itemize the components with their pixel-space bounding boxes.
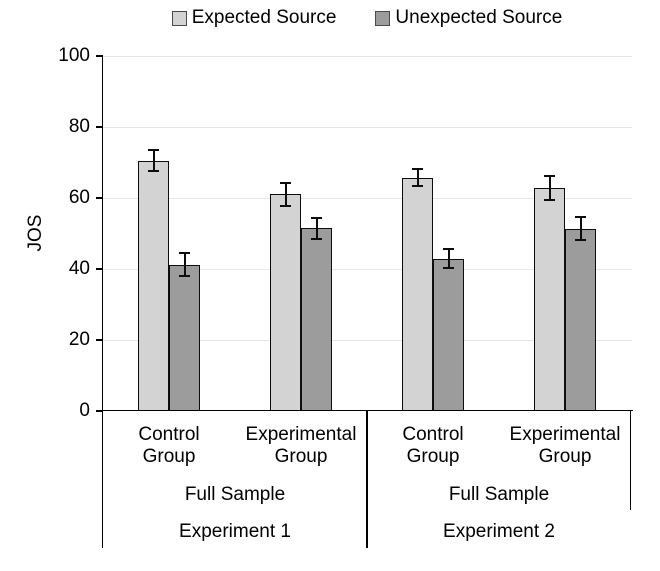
x-axis-line bbox=[101, 409, 633, 411]
bar-expected-source bbox=[138, 160, 169, 411]
error-bar-top-cap bbox=[412, 168, 423, 171]
y-tick-mark bbox=[96, 339, 103, 341]
bar-expected-source bbox=[402, 177, 433, 411]
y-tick-mark bbox=[96, 55, 103, 57]
legend-item: Expected Source bbox=[171, 7, 337, 28]
y-tick-label: 100 bbox=[58, 45, 90, 66]
gridline bbox=[103, 268, 632, 270]
bar-unexpected-source bbox=[433, 258, 464, 411]
bar-unexpected-source bbox=[565, 228, 596, 411]
x-label-sample: Full Sample bbox=[448, 484, 550, 505]
error-bar-top-cap bbox=[443, 248, 454, 251]
bar-unexpected-source bbox=[169, 264, 200, 411]
error-bar bbox=[548, 176, 551, 200]
y-tick-label: 0 bbox=[79, 400, 90, 421]
bar-unexpected-source bbox=[301, 228, 332, 411]
bar-expected-source bbox=[534, 188, 565, 411]
x-label-group: Experimental Group bbox=[509, 424, 621, 467]
error-bar-top-cap bbox=[575, 215, 586, 218]
error-bar-bottom-cap bbox=[280, 205, 291, 208]
error-bar bbox=[447, 249, 450, 268]
y-tick-mark bbox=[96, 268, 103, 270]
x-label-group: Control Group bbox=[402, 424, 464, 467]
x-label-group: Experimental Group bbox=[245, 424, 357, 467]
error-bar-top-cap bbox=[280, 181, 291, 184]
x-label-sample: Full Sample bbox=[184, 484, 286, 505]
y-tick-label: 40 bbox=[68, 258, 90, 279]
error-bar-bottom-cap bbox=[544, 198, 555, 201]
x-label-experiment: Experiment 1 bbox=[179, 521, 291, 542]
error-bar-bottom-cap bbox=[179, 275, 190, 278]
category-divider-right bbox=[629, 411, 631, 510]
error-bar bbox=[183, 253, 186, 277]
error-bar-top-cap bbox=[311, 216, 322, 219]
y-tick-mark bbox=[96, 197, 103, 199]
error-bar-bottom-cap bbox=[412, 185, 423, 188]
legend-label: Unexpected Source bbox=[395, 7, 563, 28]
error-bar-bottom-cap bbox=[443, 266, 454, 269]
bar-expected-source bbox=[270, 194, 301, 411]
gridline bbox=[103, 339, 632, 341]
category-divider-middle bbox=[366, 411, 368, 548]
y-tick-mark bbox=[96, 410, 103, 412]
y-tick-label: 60 bbox=[68, 187, 90, 208]
gridline bbox=[103, 55, 632, 57]
error-bar bbox=[416, 169, 419, 187]
error-bar-top-cap bbox=[179, 252, 190, 255]
error-bar bbox=[579, 216, 582, 241]
legend-swatch-icon bbox=[375, 10, 391, 26]
y-tick-label: 80 bbox=[68, 116, 90, 137]
error-bar-top-cap bbox=[148, 149, 159, 152]
x-label-group: Control Group bbox=[138, 424, 200, 467]
gridline bbox=[103, 126, 632, 128]
error-bar bbox=[152, 150, 155, 172]
y-axis-line bbox=[101, 56, 103, 548]
gridline bbox=[103, 197, 632, 199]
legend-item: Unexpected Source bbox=[375, 8, 562, 28]
error-bar-top-cap bbox=[544, 175, 555, 178]
y-axis-title: JOS bbox=[25, 214, 46, 252]
legend-label: Expected Source bbox=[191, 7, 337, 28]
error-bar bbox=[284, 182, 287, 207]
x-label-experiment: Experiment 2 bbox=[443, 521, 555, 542]
error-bar-bottom-cap bbox=[575, 239, 586, 242]
error-bar-bottom-cap bbox=[311, 237, 322, 240]
y-tick-label: 20 bbox=[68, 329, 90, 350]
chart-legend: Expected Source Unexpected Source bbox=[0, 6, 660, 30]
error-bar-bottom-cap bbox=[148, 170, 159, 173]
legend-swatch-icon bbox=[171, 10, 187, 26]
error-bar bbox=[315, 217, 318, 239]
y-tick-mark bbox=[96, 126, 103, 128]
